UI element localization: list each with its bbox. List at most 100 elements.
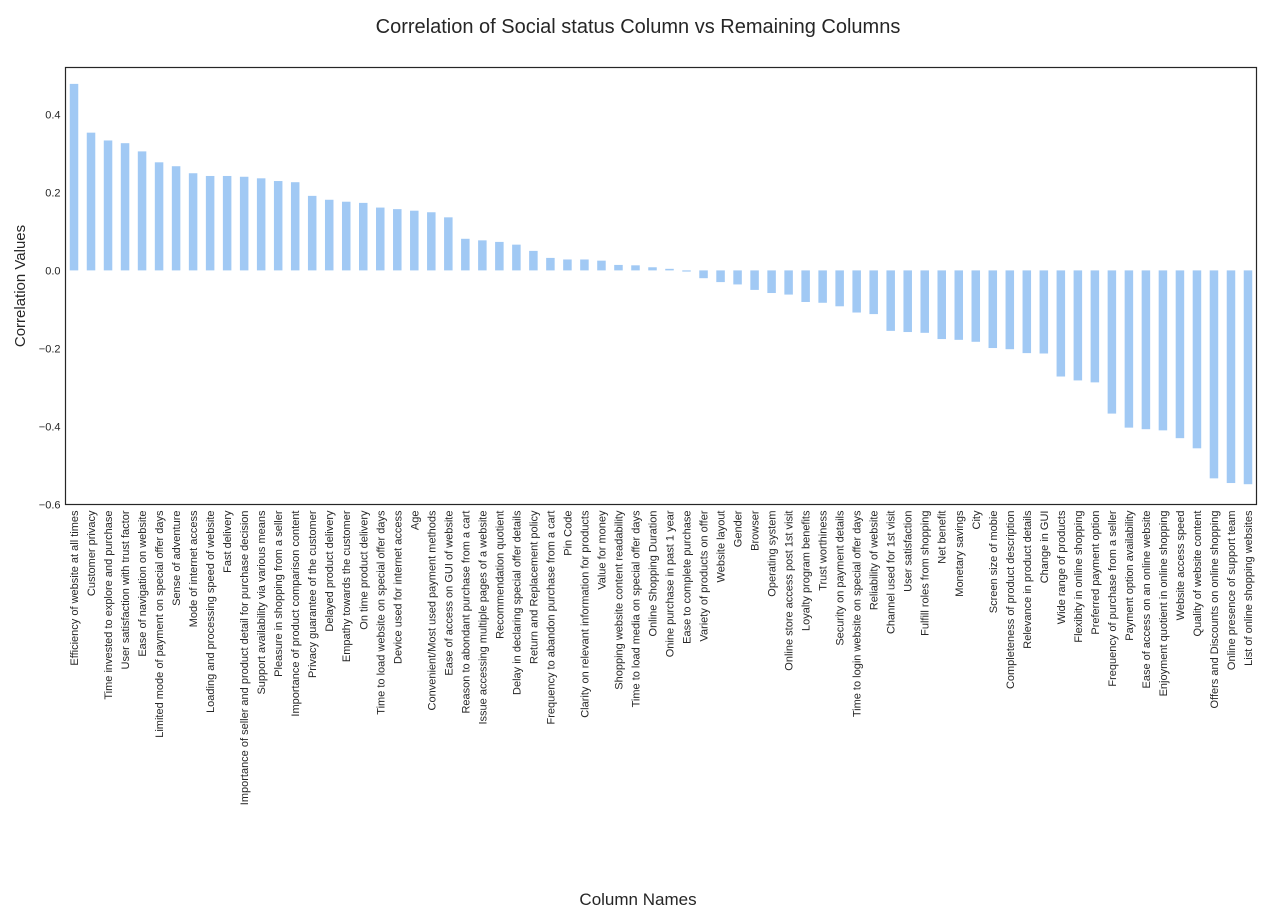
x-tick-label: City [971, 510, 983, 529]
bar [920, 270, 929, 333]
x-tick-label: Reliability of website [869, 511, 881, 611]
x-tick-label: Screen size of mobie [988, 511, 1000, 614]
bar [427, 212, 436, 271]
bar [988, 270, 998, 349]
bar [188, 173, 198, 271]
bar [954, 270, 964, 340]
x-tick-label: Change in GUI [1039, 511, 1051, 584]
bar [1073, 270, 1083, 381]
bar [546, 257, 555, 271]
bar [290, 182, 300, 271]
bar [852, 270, 861, 313]
x-tick-label: Online presence of support team [1226, 511, 1238, 671]
x-tick-label: Loyalty program benefits [801, 510, 813, 631]
bar [784, 270, 793, 295]
bar [69, 83, 79, 271]
x-tick-label: Customer privacy [86, 510, 98, 596]
bar [239, 176, 249, 271]
bar [1192, 270, 1202, 449]
y-tick-label: −0.2 [39, 343, 61, 355]
x-tick-label: Wide range of products [1056, 510, 1068, 624]
bar [86, 132, 96, 271]
x-tick-label: Issue accessing multiple pages of a webs… [477, 510, 489, 724]
bar [393, 209, 402, 271]
x-tick-label: Efficiency of website at all times [69, 510, 81, 666]
bar [256, 178, 266, 271]
chart-title: Correlation of Social status Column vs R… [375, 16, 901, 38]
x-tick-label: Onine purchase in past 1 year [665, 510, 677, 657]
bar [529, 250, 538, 271]
bar [222, 175, 232, 271]
bar [631, 265, 640, 271]
bar [376, 207, 385, 271]
x-tick-label: Relevance in product details [1022, 510, 1034, 649]
bar [1124, 270, 1134, 428]
x-tick-label: Net benefit [937, 511, 949, 564]
x-tick-label: Pin Code [562, 511, 574, 556]
bar [495, 241, 504, 271]
bar [767, 270, 776, 294]
bar [733, 270, 742, 285]
bar [699, 270, 708, 279]
x-tick-label: On time product delivery [358, 510, 370, 630]
x-tick-label: Operating system [767, 511, 779, 597]
x-tick-label: Fast delivery [222, 510, 234, 573]
x-tick-label: Fulfill roles from shopping [920, 511, 932, 636]
y-tick-label: −0.4 [39, 421, 61, 433]
bar [1022, 270, 1032, 354]
x-tick-label: Frequency to abandon purchase from a car… [545, 511, 557, 725]
bar [1056, 270, 1066, 377]
bar [835, 270, 844, 307]
x-tick-label: Preferred payment option [1090, 511, 1102, 635]
bar [665, 268, 674, 271]
x-tick-label: Ease to complete purchase [682, 511, 694, 644]
x-tick-label: Flexibity in online shopping [1073, 511, 1085, 643]
x-tick-label: List of online shopping websites [1243, 510, 1255, 666]
x-tick-label: Shopping website content readability [613, 510, 625, 690]
bar [597, 260, 606, 271]
bar [937, 270, 946, 340]
x-tick-label: Support availability via various means [256, 510, 268, 695]
bar [1005, 270, 1015, 350]
bar [971, 270, 981, 342]
bar [478, 240, 487, 271]
bar [886, 270, 895, 331]
x-tick-label: Return and Replacement policy [528, 510, 540, 664]
bar [869, 270, 878, 315]
bar [1158, 270, 1168, 431]
x-tick-label: Enjoyment quotient in online shopping [1158, 511, 1170, 697]
x-tick-label: Monetary savings [954, 510, 966, 597]
x-tick-label: Website access speed [1175, 511, 1187, 621]
x-tick-label: Mode of internet access [188, 510, 200, 627]
x-tick-label: Importance of seller and product detail … [239, 511, 251, 806]
bar [359, 202, 368, 271]
y-tick-label: 0.0 [45, 265, 60, 277]
bar [171, 166, 181, 271]
x-tick-label: Browser [750, 510, 762, 551]
x-tick-label: Time to load website on special offer da… [375, 510, 387, 715]
bar [580, 259, 589, 271]
x-tick-label: Ease of navigation on website [137, 511, 149, 657]
bars-layer [69, 83, 1253, 485]
x-tick-label: Reason to abondant purchase from a cart [460, 510, 472, 713]
x-tick-label: Completeness of product description [1005, 511, 1017, 690]
x-tick-label: Privacy guarantee of the customer [307, 510, 319, 678]
bar [1226, 270, 1236, 484]
x-ticks: Efficiency of website at all times Custom… [69, 510, 1255, 805]
x-tick-label: Time to login website on special offer d… [852, 510, 864, 717]
bar [410, 210, 419, 271]
x-tick-label: Website layout [716, 511, 728, 583]
x-tick-label: Quality of website content [1192, 511, 1204, 637]
x-tick-label: Importance of product comparison content [290, 511, 302, 717]
bar [120, 143, 130, 271]
bar [273, 181, 283, 271]
y-axis-label: Correlation Values [12, 225, 29, 347]
x-tick-label: Delay in declaring special offer details [511, 510, 523, 695]
x-tick-label: Delayed product delivery [324, 510, 336, 632]
x-tick-label: Variety of products on offer [699, 510, 711, 641]
x-tick-label: Payment option availability [1124, 510, 1136, 641]
bar [682, 270, 691, 272]
x-tick-label: Gender [733, 510, 745, 547]
bar [512, 244, 521, 271]
